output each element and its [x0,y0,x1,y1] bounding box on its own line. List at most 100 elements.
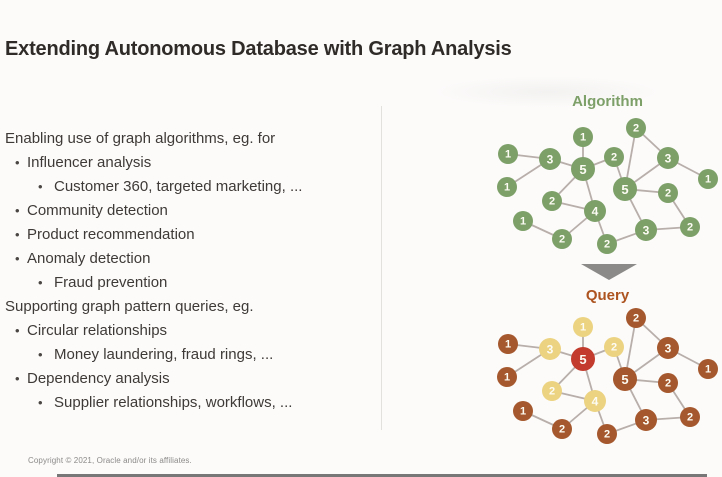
graph-node [597,424,617,444]
graph-node [584,390,606,412]
bullet-dot: • [15,202,20,218]
graph-node [635,219,657,241]
list-heading: Supporting graph pattern queries, eg. [5,294,375,318]
copyright-text: Copyright © 2021, Oracle and/or its affi… [28,456,192,465]
graph-node-label: 5 [579,162,586,177]
graph-node [626,308,646,328]
list-item-text: Enabling use of graph algorithms, eg. fo… [5,129,276,147]
graph-node-label: 2 [687,412,693,424]
graph-node-label: 3 [665,152,672,166]
graph-node [513,401,533,421]
graph-node-label: 2 [633,313,639,325]
bullet-dot: • [15,226,20,242]
vertical-divider [381,106,382,430]
list-item-text: Community detection [27,201,168,219]
graph-node-label: 3 [547,343,554,357]
graph-node-label: 2 [633,123,639,135]
bullet-dot: • [38,178,43,194]
list-item-text: Influencer analysis [27,153,152,171]
graph-node-label: 2 [665,188,671,200]
graph-node [613,177,637,201]
list-item: • Product recommendation [5,222,375,246]
graph-node [542,191,562,211]
graph-node-label: 2 [611,342,617,354]
list-item-text: Anomaly detection [27,249,151,267]
bullet-dot: • [38,274,43,290]
graph-node [513,211,533,231]
graph-node [680,217,700,237]
graph-node-label: 2 [549,386,555,398]
list-item: • Money laundering, fraud rings, ... [5,342,375,366]
graph-node-label: 3 [665,342,672,356]
graph-node [680,407,700,427]
graph-node [597,234,617,254]
bullet-dot: • [38,394,43,410]
graph-node-label: 2 [549,196,555,208]
graph-node [539,338,561,360]
graph-node-label: 1 [504,182,510,194]
graph-node-label: 2 [665,378,671,390]
list-item: • Dependency analysis [5,366,375,390]
bullet-list: Enabling use of graph algorithms, eg. fo… [5,126,375,414]
graph-node-label: 5 [621,182,628,197]
graph-node-label: 2 [687,222,693,234]
graph-node-label: 5 [621,372,628,387]
bullet-dot: • [15,250,20,266]
list-item-text: Supporting graph pattern queries, eg. [5,297,254,315]
graph-node [658,373,678,393]
bullet-dot: • [15,370,20,386]
graph-node-label: 2 [611,152,617,164]
graph-node [657,147,679,169]
graph-node-label: 1 [580,322,586,334]
graph-node-label: 2 [559,424,565,436]
bullet-dot: • [15,154,20,170]
list-item-text: Circular relationships [27,321,168,339]
graph-node [584,200,606,222]
graph-node [604,337,624,357]
list-item-text: Dependency analysis [27,369,170,387]
list-item: • Supplier relationships, workflows, ... [5,390,375,414]
graph-node [497,367,517,387]
graph-node-label: 2 [604,239,610,251]
graph-node [635,409,657,431]
graph-node-label: 1 [705,364,711,376]
bullet-dot: • [15,322,20,338]
graph-node [613,367,637,391]
graph-node-label: 4 [592,205,599,219]
list-item: • Fraud prevention [5,270,375,294]
list-item-text: Customer 360, targeted marketing, ... [54,177,303,195]
graph-node-label: 1 [520,406,526,418]
algorithm-graph: 2 1 1 3 2 3 1 5 1 5 2 2 4 1 3 2 2 2 [497,118,718,254]
graph-node [604,147,624,167]
graph-node [498,334,518,354]
graph-node [657,337,679,359]
list-item-text: Money laundering, fraud rings, ... [54,345,274,363]
graph-node-label: 1 [520,216,526,228]
graph-node [573,317,593,337]
graph-node [497,177,517,197]
list-item-text: Product recommendation [27,225,195,243]
bullet-dot: • [38,346,43,362]
list-item: • Community detection [5,198,375,222]
list-heading: Enabling use of graph algorithms, eg. fo… [5,126,375,150]
list-item-text: Fraud prevention [54,273,168,291]
graph-node [698,359,718,379]
graph-node-label: 1 [705,174,711,186]
list-item: • Influencer analysis [5,150,375,174]
graph-node-label: 1 [505,339,511,351]
graph-node-label: 1 [580,132,586,144]
graph-node [626,118,646,138]
graph-node [698,169,718,189]
graph-node-label: 1 [504,372,510,384]
graph-node-label: 3 [643,414,650,428]
graph-node [539,148,561,170]
algorithm-label: Algorithm [572,93,643,110]
page-title: Extending Autonomous Database with Graph… [5,38,512,60]
query-graph: 2 1 1 3 2 3 1 5 1 5 2 2 4 1 3 2 2 2 [497,308,718,444]
graph-node [552,419,572,439]
down-arrow-icon [581,264,637,280]
graph-node [498,144,518,164]
graph-node-label: 5 [579,352,586,367]
list-item: • Anomaly detection [5,246,375,270]
